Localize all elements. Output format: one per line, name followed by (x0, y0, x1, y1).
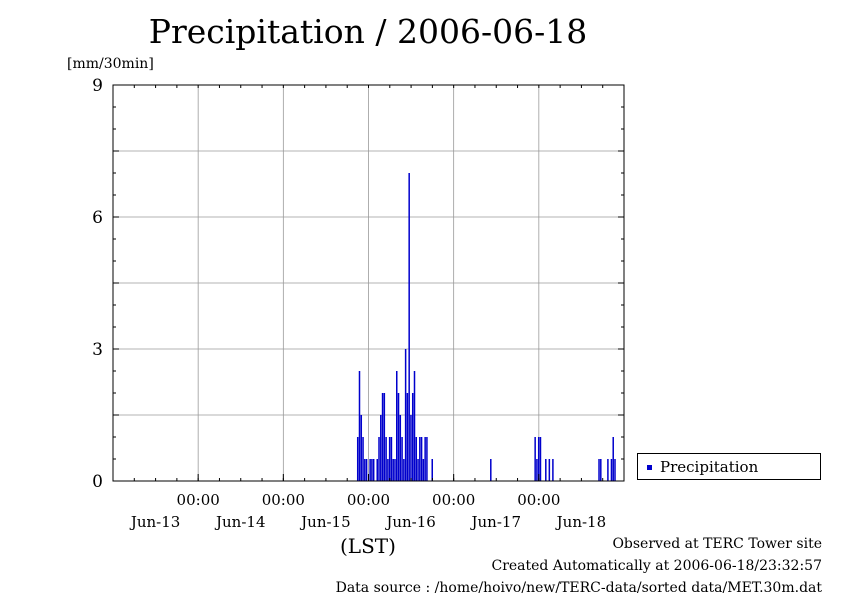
precipitation-bar (406, 393, 409, 481)
x-axis-caption: (LST) (340, 534, 396, 558)
x-time-label: 00:00 (517, 491, 560, 509)
precipitation-bar (419, 437, 421, 481)
precipitation-bar (371, 459, 373, 481)
x-day-label: Jun-13 (129, 513, 181, 531)
precipitation-bar (490, 459, 492, 481)
precipitation-bar (364, 459, 366, 481)
precipitation-bar (413, 371, 416, 481)
precipitation-bar (385, 437, 387, 481)
precipitation-bar (600, 459, 602, 481)
precipitation-bar (365, 459, 368, 481)
precipitation-bar (408, 173, 410, 481)
y-tick-label: 3 (92, 340, 103, 360)
precipitation-bar (397, 393, 400, 481)
y-axis-unit: [mm/30min] (67, 56, 154, 72)
legend-swatch (647, 465, 652, 470)
precipitation-bar (369, 459, 371, 481)
x-day-label: Jun-17 (470, 513, 522, 531)
x-day-label: Jun-16 (384, 513, 436, 531)
precipitation-bar (614, 459, 616, 481)
precipitation-bar (548, 459, 551, 481)
x-time-label: 00:00 (432, 491, 475, 509)
precipitation-bar (612, 437, 614, 481)
precipitation-bar (424, 437, 426, 481)
precipitation-bar (390, 437, 393, 481)
created-note: Created Automatically at 2006-06-18/23:3… (491, 558, 822, 574)
precipitation-bar (360, 415, 363, 481)
precipitation-bar (539, 437, 542, 481)
precipitation-bar (392, 459, 394, 481)
legend-label: Precipitation (660, 458, 759, 476)
precipitation-bar (362, 437, 364, 481)
precipitation-bar (552, 459, 554, 481)
y-tick-label: 0 (92, 472, 103, 492)
precipitation-bar (399, 415, 402, 481)
precipitation-bar (376, 459, 378, 481)
precipitation-bar (401, 437, 403, 481)
precipitation-bar (378, 437, 380, 481)
precipitation-bar (410, 415, 412, 481)
legend: Precipitation (637, 453, 821, 480)
precipitation-bar (394, 459, 396, 481)
precipitation-bar (380, 415, 382, 481)
precipitation-bar (422, 459, 425, 481)
data-source-note: Data source : /home/hoivo/new/TERC-data/… (335, 580, 822, 596)
precipitation-bar (431, 459, 433, 481)
precipitation-bar (381, 393, 384, 481)
precipitation-bar (415, 437, 418, 481)
precipitation-bar (411, 393, 414, 481)
precipitation-bar (417, 459, 419, 481)
precipitation-bar (387, 459, 389, 481)
x-time-label: 00:00 (347, 491, 390, 509)
precipitation-bar (404, 349, 407, 481)
y-tick-label: 9 (92, 76, 103, 96)
precipitation-bar (534, 437, 536, 481)
x-day-label: Jun-18 (555, 513, 607, 531)
precipitation-bar (420, 437, 423, 481)
precipitation-bar (598, 459, 600, 481)
precipitation-bar (396, 371, 398, 481)
precipitation-bar (610, 459, 613, 481)
precipitation-bar (358, 371, 361, 481)
precipitation-bar (536, 459, 538, 481)
precipitation-bar (356, 437, 359, 481)
precipitation-bar (388, 437, 391, 481)
precipitation-bar (403, 459, 405, 481)
x-time-label: 00:00 (177, 491, 220, 509)
x-day-label: Jun-15 (299, 513, 351, 531)
precipitation-bar (607, 459, 609, 481)
observed-note: Observed at TERC Tower site (612, 536, 822, 552)
x-time-label: 00:00 (262, 491, 305, 509)
y-tick-label: 6 (92, 208, 103, 228)
precipitation-bar (545, 459, 547, 481)
precipitation-bar (537, 437, 540, 481)
precipitation-bar (383, 393, 386, 481)
precipitation-bar (372, 459, 375, 481)
precipitation-bar (426, 437, 428, 481)
chart-title: Precipitation / 2006-06-18 (148, 12, 588, 51)
x-day-label: Jun-14 (214, 513, 266, 531)
